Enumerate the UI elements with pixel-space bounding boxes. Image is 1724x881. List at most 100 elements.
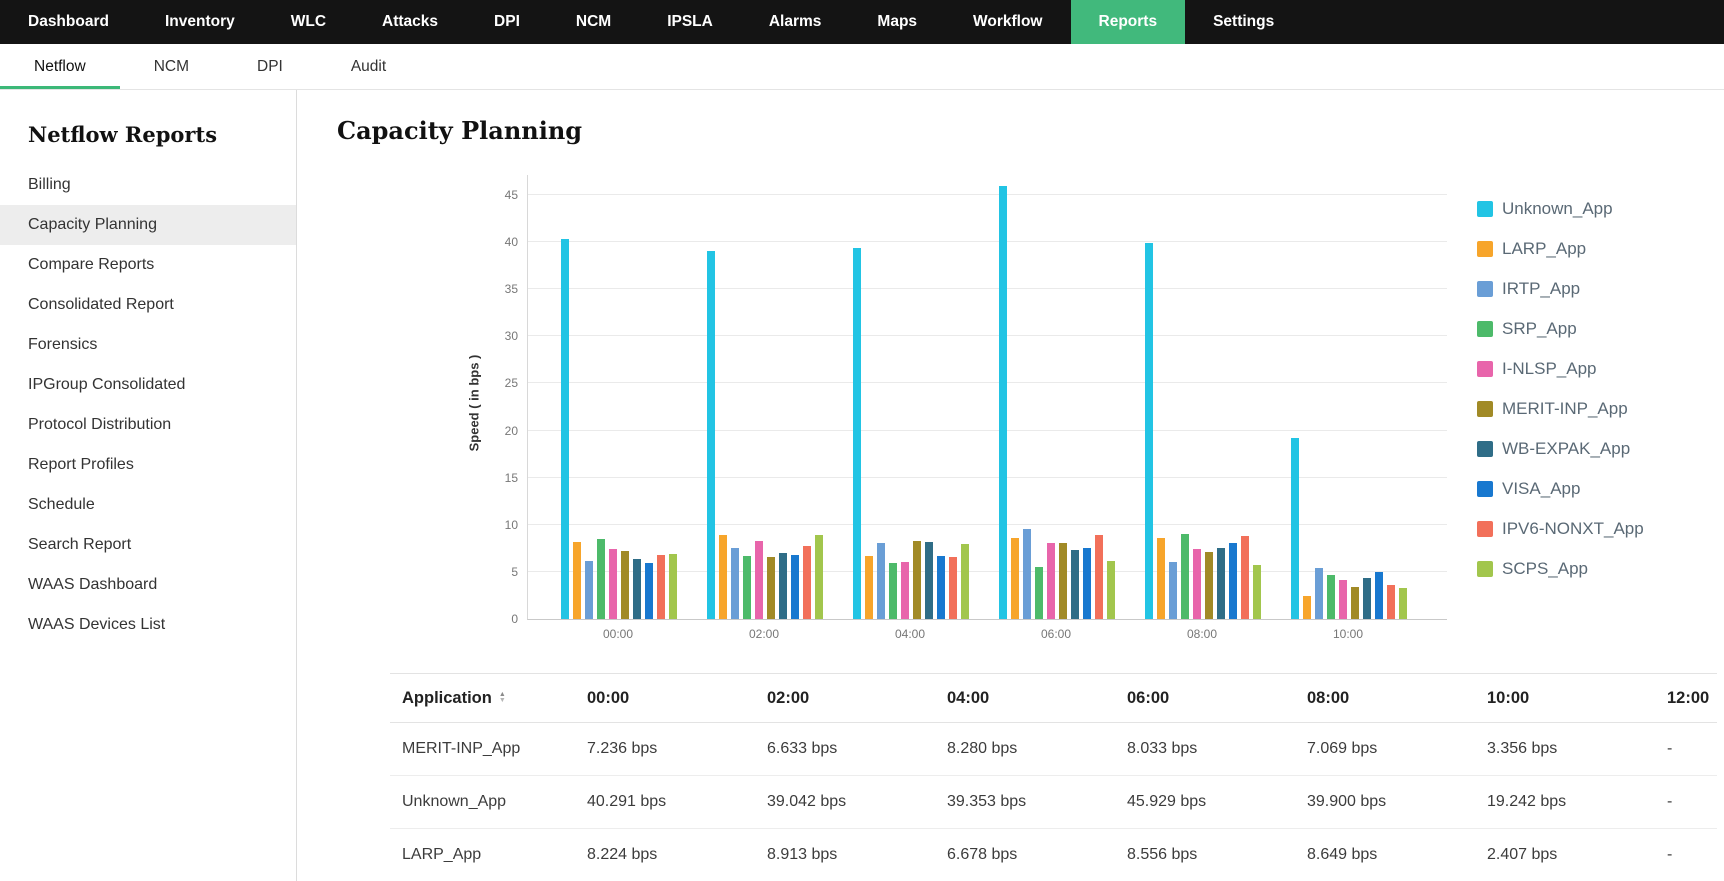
bar-irtp-app bbox=[585, 560, 593, 619]
bar-i-nlsp-app bbox=[609, 549, 617, 619]
sidebar-item-search-report[interactable]: Search Report bbox=[28, 536, 132, 553]
tab-netflow[interactable]: Netflow bbox=[0, 44, 120, 89]
tab-ncm[interactable]: NCM bbox=[153, 57, 189, 75]
cell-application: LARP_App bbox=[402, 846, 482, 863]
sidebar-item-billing[interactable]: Billing bbox=[28, 176, 71, 193]
column-header-08-00: 08:00 bbox=[1297, 689, 1477, 708]
bar-irtp-app bbox=[731, 548, 739, 619]
legend-label: IPV6-NONXT_App bbox=[1502, 519, 1644, 538]
cell-application: MERIT-INP_App bbox=[402, 740, 521, 757]
capacity-chart: Speed ( in bps ) 0 5 10 15 20 25 30 35 40 45 00:0… bbox=[337, 163, 1724, 663]
legend-item-irtp-app[interactable]: IRTP_App bbox=[1477, 277, 1644, 301]
sidebar-items: Billing Capacity Planning Compare Reports C… bbox=[0, 165, 296, 645]
x-tick-label: 10:00 bbox=[1332, 627, 1364, 641]
legend-item-visa-app[interactable]: VISA_App bbox=[1477, 477, 1644, 501]
sidebar-item-ipgroup-consolidated[interactable]: IPGroup Consolidated bbox=[28, 376, 186, 393]
gridline-20 bbox=[528, 429, 1447, 431]
bar-group-00-00 bbox=[561, 239, 677, 619]
bar-ipv6-nonxt-app bbox=[1095, 535, 1103, 619]
legend-item-larp-app[interactable]: LARP_App bbox=[1477, 237, 1644, 261]
nav-item-settings[interactable]: Settings bbox=[1213, 13, 1275, 30]
sidebar-item-compare-reports[interactable]: Compare Reports bbox=[28, 256, 155, 273]
y-axis-title: Speed ( in bps ) bbox=[466, 354, 482, 452]
table-header-row: Application ▲ ▼ 00:00 02:00 04:00 06:00 08:00 10… bbox=[390, 673, 1717, 723]
sort-icon[interactable]: ▲ ▼ bbox=[498, 691, 506, 705]
nav-item-wlc[interactable]: WLC bbox=[290, 13, 327, 30]
sidebar: Netflow Reports Billing Capacity Planning… bbox=[0, 90, 297, 881]
legend-label: VISA_App bbox=[1502, 479, 1581, 498]
legend-swatch-srp-app bbox=[1477, 321, 1493, 337]
tab-audit[interactable]: Audit bbox=[350, 57, 387, 75]
sub-nav: Netflow NCM DPI Audit bbox=[0, 44, 1724, 90]
bar-scps-app bbox=[1399, 587, 1407, 619]
nav-item-maps[interactable]: Maps bbox=[877, 13, 918, 30]
table-row-unknown-app: Unknown_App 40.291 bps 39.042 bps 39.353 bp… bbox=[390, 776, 1717, 829]
x-tick-label: 04:00 bbox=[894, 627, 926, 641]
sidebar-item-consolidated-report[interactable]: Consolidated Report bbox=[28, 296, 174, 313]
column-header-label: 08:00 bbox=[1307, 688, 1350, 707]
legend-swatch-i-nlsp-app bbox=[1477, 361, 1493, 377]
sidebar-item-protocol-distribution[interactable]: Protocol Distribution bbox=[28, 416, 172, 433]
bar-larp-app bbox=[1303, 596, 1311, 619]
sidebar-item-waas-dashboard[interactable]: WAAS Dashboard bbox=[28, 576, 158, 593]
nav-item-reports[interactable]: Reports bbox=[1070, 0, 1186, 44]
gridline-40 bbox=[528, 241, 1447, 243]
bar-unknown-app bbox=[707, 251, 715, 619]
data-table: Application ▲ ▼ 00:00 02:00 04:00 06:00 08:00 10… bbox=[390, 673, 1717, 881]
sidebar-item-schedule[interactable]: Schedule bbox=[28, 496, 95, 513]
bar-ipv6-nonxt-app bbox=[1241, 536, 1249, 619]
sidebar-item-waas-devices-list[interactable]: WAAS Devices List bbox=[28, 616, 166, 633]
bar-wb-expak-app bbox=[1363, 577, 1371, 619]
cell-application: Unknown_App bbox=[402, 793, 507, 810]
bar-larp-app bbox=[1157, 537, 1165, 619]
column-header-label: 12:00 bbox=[1667, 688, 1710, 707]
column-header-12-00: 12:00 bbox=[1657, 689, 1717, 708]
nav-item-alarms[interactable]: Alarms bbox=[768, 13, 822, 30]
tab-dpi[interactable]: DPI bbox=[257, 57, 283, 75]
legend-swatch-larp-app bbox=[1477, 241, 1493, 257]
bar-ipv6-nonxt-app bbox=[803, 546, 811, 619]
y-tick-label: 25 bbox=[504, 376, 518, 391]
nav-item-ncm[interactable]: NCM bbox=[575, 13, 612, 30]
legend-label: WB-EXPAK_App bbox=[1502, 439, 1631, 458]
legend-swatch-merit-inp-app bbox=[1477, 401, 1493, 417]
legend-item-merit-inp-app[interactable]: MERIT-INP_App bbox=[1477, 397, 1644, 421]
nav-item-ipsla[interactable]: IPSLA bbox=[667, 13, 713, 30]
nav-item-dashboard[interactable]: Dashboard bbox=[28, 13, 109, 30]
gridline-10 bbox=[528, 523, 1447, 525]
y-tick-label: 0 bbox=[511, 612, 518, 626]
nav-item-attacks[interactable]: Attacks bbox=[382, 13, 439, 30]
legend-item-scps-app[interactable]: SCPS_App bbox=[1477, 557, 1644, 581]
cell-value: 7.236 bps bbox=[587, 740, 658, 757]
cell-value: 6.633 bps bbox=[767, 740, 838, 757]
bar-i-nlsp-app bbox=[1339, 580, 1347, 619]
sidebar-item-capacity-planning[interactable]: Capacity Planning bbox=[0, 205, 296, 245]
bar-irtp-app bbox=[1023, 528, 1031, 619]
column-header-application[interactable]: Application ▲ ▼ bbox=[390, 689, 577, 708]
bar-merit-inp-app bbox=[767, 556, 775, 619]
bar-srp-app bbox=[597, 538, 605, 619]
legend-label: SRP_App bbox=[1502, 319, 1577, 338]
legend-item-wb-expak-app[interactable]: WB-EXPAK_App bbox=[1477, 437, 1644, 461]
x-tick-label: 02:00 bbox=[748, 627, 780, 641]
legend-label: I-NLSP_App bbox=[1502, 359, 1597, 378]
y-tick-label: 10 bbox=[504, 517, 518, 532]
bar-scps-app bbox=[669, 554, 677, 619]
cell-value: 8.224 bps bbox=[587, 846, 658, 863]
legend-item-srp-app[interactable]: SRP_App bbox=[1477, 317, 1644, 341]
column-header-label: 10:00 bbox=[1487, 688, 1530, 707]
nav-item-inventory[interactable]: Inventory bbox=[164, 13, 235, 30]
legend-item-ipv6-nonxt-app[interactable]: IPV6-NONXT_App bbox=[1477, 517, 1644, 541]
nav-item-dpi[interactable]: DPI bbox=[494, 13, 520, 30]
nav-item-workflow[interactable]: Workflow bbox=[973, 13, 1043, 30]
chart-legend: Unknown_App LARP_App IRTP_App SRP_App I-NLSP… bbox=[1477, 197, 1644, 597]
column-header-06-00: 06:00 bbox=[1117, 689, 1297, 708]
sidebar-item-forensics[interactable]: Forensics bbox=[28, 336, 98, 353]
gridline-30 bbox=[528, 335, 1447, 337]
table-body: MERIT-INP_App 7.236 bps 6.633 bps 8.280 bps… bbox=[390, 723, 1717, 881]
bar-unknown-app bbox=[561, 239, 569, 619]
sidebar-item-report-profiles[interactable]: Report Profiles bbox=[28, 456, 134, 473]
column-header-00-00: 00:00 bbox=[577, 689, 757, 708]
legend-item-unknown-app[interactable]: Unknown_App bbox=[1477, 197, 1644, 221]
legend-item-i-nlsp-app[interactable]: I-NLSP_App bbox=[1477, 357, 1644, 381]
